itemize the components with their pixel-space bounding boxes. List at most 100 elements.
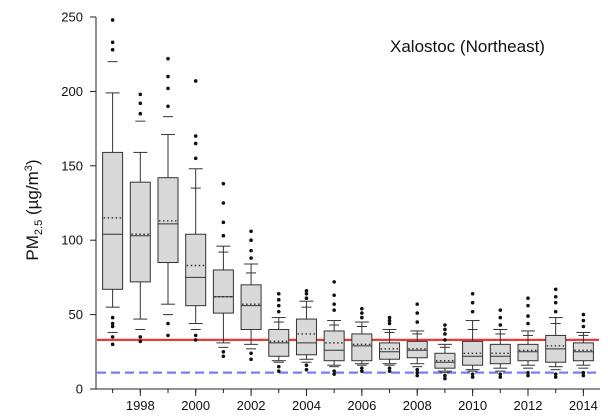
box-body-2008	[406, 340, 428, 359]
outlier-2002-2	[249, 351, 253, 356]
box-body-2000	[185, 233, 207, 307]
outlier-2002-6	[249, 229, 253, 234]
outlier-2012-4	[526, 314, 530, 318]
box-2005	[323, 280, 345, 376]
outlier-2008-5	[415, 311, 420, 315]
outlier-2004-2	[304, 363, 309, 367]
outlier-2008-1	[415, 373, 420, 378]
outlier-1997-7	[110, 40, 115, 45]
outlier-2000-3	[193, 156, 198, 161]
outlier-2003-6	[276, 291, 281, 296]
ylabel-unit-close: )	[23, 159, 42, 165]
x-tick-label-2004: 2004	[292, 398, 321, 413]
box-1999	[157, 56, 179, 338]
outlier-2011-5	[498, 308, 503, 312]
x-tick-label-2008: 2008	[403, 398, 432, 413]
outlier-1997-5	[110, 315, 115, 320]
y-tick-label-50: 50	[69, 307, 83, 322]
outlier-2004-5	[304, 288, 309, 293]
box-2006	[351, 306, 373, 373]
outlier-2003-1	[276, 369, 281, 373]
box-body-2007	[379, 342, 401, 360]
outlier-2013-6	[553, 287, 558, 292]
outlier-2014-5	[581, 312, 586, 317]
outlier-2009-4	[443, 332, 447, 336]
outlier-2010-4	[470, 300, 475, 305]
box-body-2005	[323, 330, 345, 362]
outlier-1997-1	[110, 342, 115, 347]
outlier-2006-4	[360, 311, 364, 315]
y-axis-label: PM2.5 (µg/m3)	[23, 159, 45, 260]
x-tick-label-2000: 2000	[181, 398, 210, 413]
box-2008	[406, 302, 428, 378]
outlier-2007-2	[387, 366, 392, 370]
outlier-2001-3	[221, 233, 226, 238]
x-tick-label-1998: 1998	[126, 398, 155, 413]
outlier-2013-3	[553, 309, 558, 314]
box-2011	[489, 308, 511, 379]
ylabel-main: PM	[23, 235, 42, 261]
outlier-2011-3	[498, 323, 503, 327]
outlier-2001-4	[221, 220, 226, 225]
outlier-2000-2	[193, 333, 198, 338]
outlier-2009-1	[443, 376, 447, 381]
outlier-2003-5	[276, 297, 281, 302]
box-2002	[240, 229, 262, 362]
outlier-2001-6	[221, 181, 226, 186]
outlier-1999-5	[166, 74, 170, 79]
outlier-2012-5	[526, 303, 530, 308]
box-body-2002	[240, 284, 262, 330]
outlier-2006-3	[360, 315, 364, 320]
x-tick-label-2002: 2002	[237, 398, 266, 413]
outlier-2014-3	[581, 324, 586, 329]
outlier-2010-3	[470, 309, 475, 314]
outlier-2008-3	[415, 367, 420, 372]
outlier-2009-3	[443, 338, 447, 342]
outlier-2014-4	[581, 318, 586, 323]
box-2009	[434, 323, 456, 381]
outlier-2006-1	[360, 369, 364, 373]
outlier-2000-5	[193, 134, 198, 138]
outlier-2000-4	[193, 141, 198, 146]
y-tick-label-100: 100	[61, 233, 83, 248]
outlier-2001-1	[221, 354, 226, 359]
x-tick-label-2014: 2014	[569, 398, 598, 413]
outlier-2008-6	[415, 302, 420, 306]
outlier-2014-2	[581, 370, 586, 375]
plot-area: 0 50 100 150 200 250 1998 2000 2002 2004 2006 2008 2…	[61, 10, 600, 413]
box-2013	[545, 287, 567, 379]
outlier-2004-3	[304, 296, 309, 301]
box-2010	[462, 291, 484, 379]
outlier-2005-2	[332, 369, 336, 373]
outlier-2013-1	[553, 375, 558, 379]
outlier-2007-1	[387, 369, 392, 373]
box-body-1998	[129, 181, 151, 283]
outlier-2005-1	[332, 372, 336, 376]
box-body-2006	[351, 333, 373, 362]
outlier-2007-5	[387, 315, 392, 320]
outlier-2005-3	[332, 308, 336, 312]
outlier-2013-2	[553, 372, 558, 376]
box-2007	[379, 315, 401, 373]
outlier-1998-4	[138, 101, 143, 106]
outlier-2005-6	[332, 280, 336, 284]
outlier-2002-5	[249, 238, 253, 242]
outlier-1999-2	[166, 321, 170, 326]
outlier-1997-4	[110, 321, 115, 326]
outlier-1999-1	[166, 333, 170, 338]
outlier-2012-3	[526, 321, 530, 326]
outlier-2000-6	[193, 79, 198, 83]
x-tick-label-2010: 2010	[458, 398, 487, 413]
ylabel-sub: 2.5	[33, 220, 45, 235]
box-2012	[517, 296, 539, 378]
outlier-2006-5	[360, 306, 364, 311]
outlier-2003-4	[276, 303, 281, 308]
box-2003	[268, 291, 290, 373]
outlier-2012-2	[526, 370, 530, 375]
outlier-2000-1	[193, 338, 198, 342]
box-2000	[185, 79, 207, 342]
ylabel-sup: 3	[23, 165, 35, 171]
outlier-2007-3	[387, 321, 392, 326]
outlier-2005-5	[332, 293, 336, 298]
